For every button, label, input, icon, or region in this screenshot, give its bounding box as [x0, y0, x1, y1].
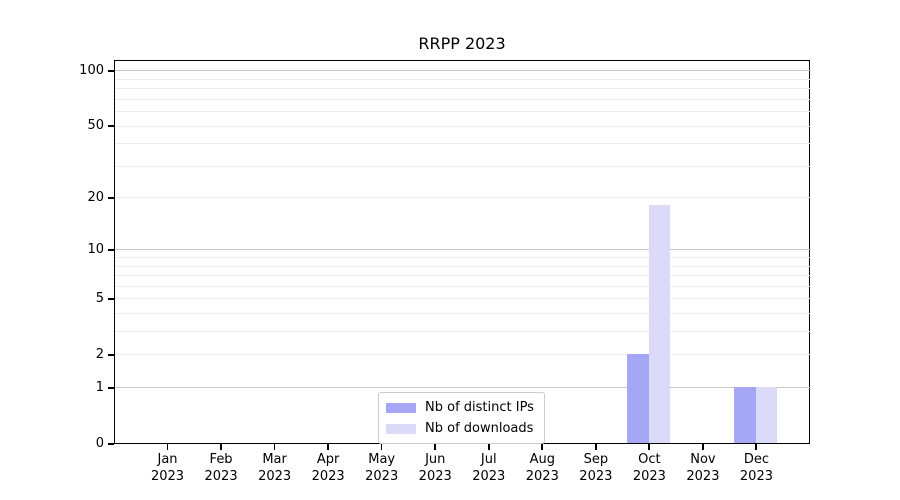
minor-gridline — [115, 265, 811, 267]
x-axis-tick-label: Jun 2023 — [418, 452, 452, 484]
legend-row-downloads: Nb of downloads — [386, 420, 534, 437]
legend-label-distinct-ips: Nb of distinct IPs — [425, 400, 534, 415]
minor-gridline — [115, 78, 811, 80]
minor-gridline — [115, 313, 811, 315]
legend-swatch-distinct-ips-icon — [386, 402, 416, 413]
major-gridline — [115, 249, 811, 251]
x-axis-tick-label: Oct 2023 — [632, 452, 666, 484]
x-axis-tick-mark — [541, 444, 544, 450]
legend: Nb of distinct IPs Nb of downloads — [378, 392, 545, 444]
x-axis-tick-mark — [327, 444, 329, 450]
x-axis-tick-mark — [701, 444, 704, 450]
minor-gridline — [115, 111, 811, 113]
x-axis-tick-label: Feb 2023 — [204, 452, 238, 484]
y-axis-tick-mark — [108, 70, 114, 72]
x-axis-tick-mark — [166, 444, 169, 450]
minor-gridline — [115, 98, 811, 100]
y-axis-tick-label: 20 — [87, 190, 104, 206]
x-axis-tick-label: Mar 2023 — [258, 452, 292, 484]
legend-swatch-downloads-icon — [386, 423, 416, 434]
x-axis-tick-label: May 2023 — [365, 452, 399, 484]
x-axis-tick-label: Dec 2023 — [739, 452, 773, 484]
minor-gridline — [115, 286, 811, 287]
x-axis-tick-label: Jan 2023 — [150, 452, 185, 484]
major-gridline — [115, 70, 811, 72]
x-axis-tick-mark — [220, 444, 222, 450]
y-axis-tick-label: 50 — [87, 118, 104, 134]
x-axis-tick-mark — [273, 444, 276, 450]
y-axis-tick-label: 0 — [95, 436, 104, 451]
x-axis-tick-mark — [487, 444, 490, 450]
chart-title: RRPP 2023 — [418, 34, 506, 53]
x-axis-tick-label: Jul 2023 — [472, 452, 506, 484]
x-axis-tick-label: Nov 2023 — [686, 452, 720, 484]
minor-gridline — [115, 88, 811, 90]
minor-gridline — [115, 197, 811, 199]
y-axis-tick-label: 1 — [95, 380, 104, 395]
bar-distinct-ips — [627, 354, 649, 444]
bar-downloads — [755, 387, 778, 444]
minor-gridline — [115, 331, 811, 333]
major-gridline — [115, 387, 811, 389]
minor-gridline — [115, 354, 811, 356]
y-axis-tick-mark — [108, 443, 114, 445]
bar-downloads — [648, 205, 670, 444]
y-axis-tick-mark — [108, 249, 114, 252]
y-axis-tick-mark — [108, 197, 114, 199]
legend-label-downloads: Nb of downloads — [425, 421, 534, 436]
legend-row-distinct-ips: Nb of distinct IPs — [386, 399, 534, 416]
y-axis-tick-label: 2 — [95, 347, 104, 363]
minor-gridline — [115, 125, 811, 127]
plot-area — [114, 60, 811, 444]
x-axis-tick-label: Sep 2023 — [579, 452, 613, 484]
y-axis-tick-mark — [108, 387, 114, 389]
x-axis-tick-mark — [434, 444, 437, 450]
y-axis-tick-mark — [108, 354, 114, 357]
y-axis-tick-label: 5 — [95, 291, 104, 307]
minor-gridline — [115, 143, 811, 145]
x-axis-tick-mark — [648, 444, 651, 450]
x-axis-tick-mark — [755, 444, 758, 450]
y-axis-tick-mark — [108, 125, 114, 128]
y-axis-tick-label: 100 — [79, 63, 104, 79]
x-axis-tick-mark — [380, 444, 383, 450]
bar-distinct-ips — [734, 387, 756, 444]
minor-gridline — [115, 257, 811, 259]
x-axis-tick-label: Aug 2023 — [525, 452, 559, 484]
x-axis-tick-label: Apr 2023 — [311, 452, 345, 484]
y-axis-tick-mark — [108, 298, 114, 301]
minor-gridline — [115, 165, 811, 167]
minor-gridline — [115, 298, 811, 300]
x-axis-tick-mark — [594, 444, 597, 450]
y-axis-tick-label: 10 — [87, 242, 104, 258]
minor-gridline — [115, 275, 811, 277]
